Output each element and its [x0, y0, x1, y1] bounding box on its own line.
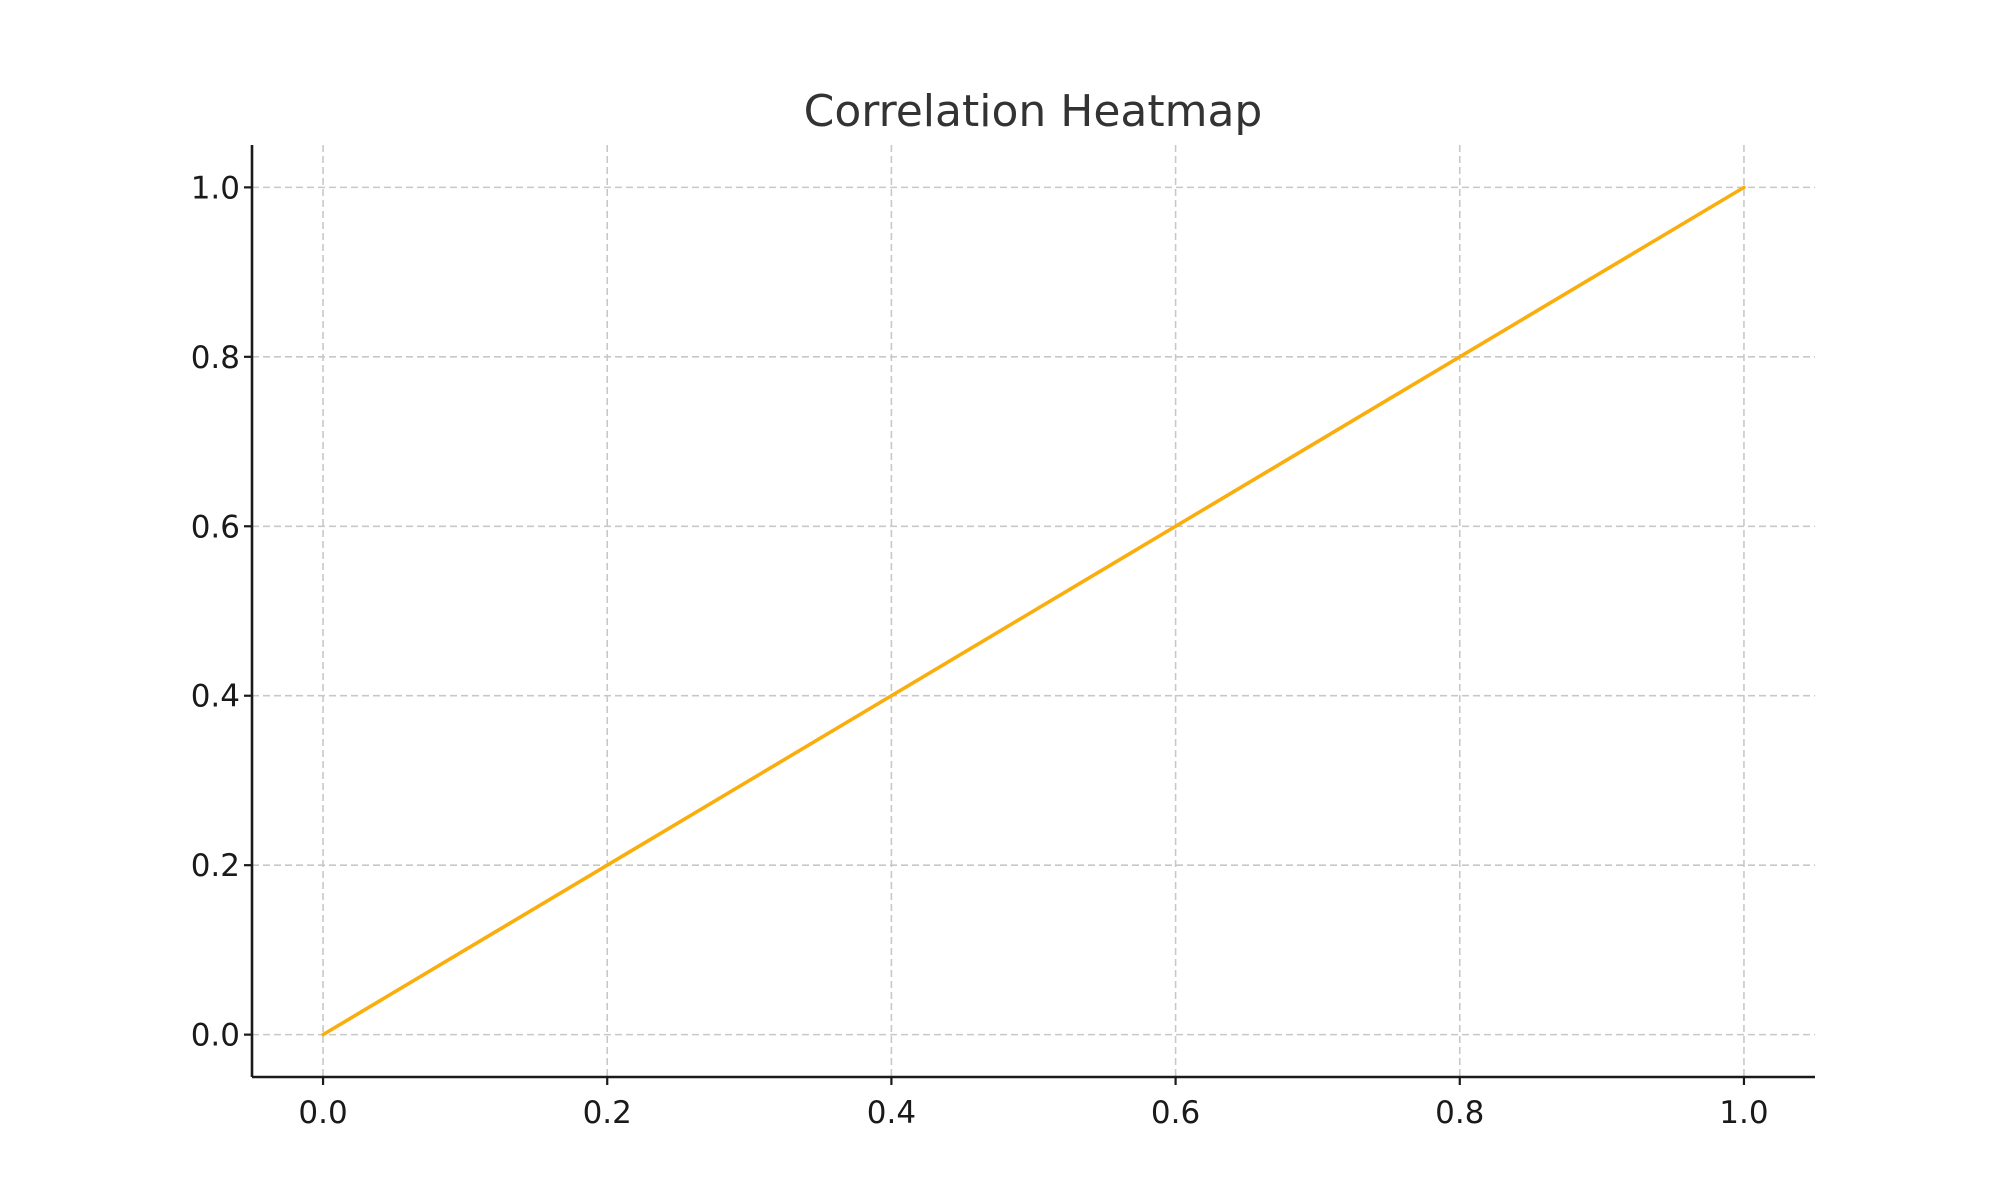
- x-tick-label: 0.4: [867, 1095, 916, 1131]
- x-tick-label: 0.2: [583, 1095, 632, 1131]
- x-tick-label: 0.8: [1435, 1095, 1484, 1131]
- x-tick-label: 0.6: [1151, 1095, 1200, 1131]
- y-tick-label: 0.0: [191, 1018, 240, 1054]
- x-tick-label: 0.0: [298, 1095, 347, 1131]
- grid-layer: [252, 145, 1815, 1077]
- x-tick-label: 1.0: [1719, 1095, 1768, 1131]
- y-tick-label: 0.2: [191, 848, 240, 884]
- ticks-layer: 0.0 0.2 0.4 0.6 0.8 1.0 0.0 0.2 0.4 0.6 0.8 1.0: [191, 170, 1769, 1131]
- y-tick-label: 1.0: [191, 170, 240, 206]
- chart-title: Correlation Heatmap: [804, 86, 1263, 137]
- series-layer: [321, 185, 1746, 1037]
- series-line: [321, 185, 1746, 1037]
- y-tick-label: 0.4: [191, 679, 240, 715]
- axes-layer: [250, 145, 1815, 1079]
- y-tick-label: 0.6: [191, 509, 240, 545]
- y-tick-label: 0.8: [191, 340, 240, 376]
